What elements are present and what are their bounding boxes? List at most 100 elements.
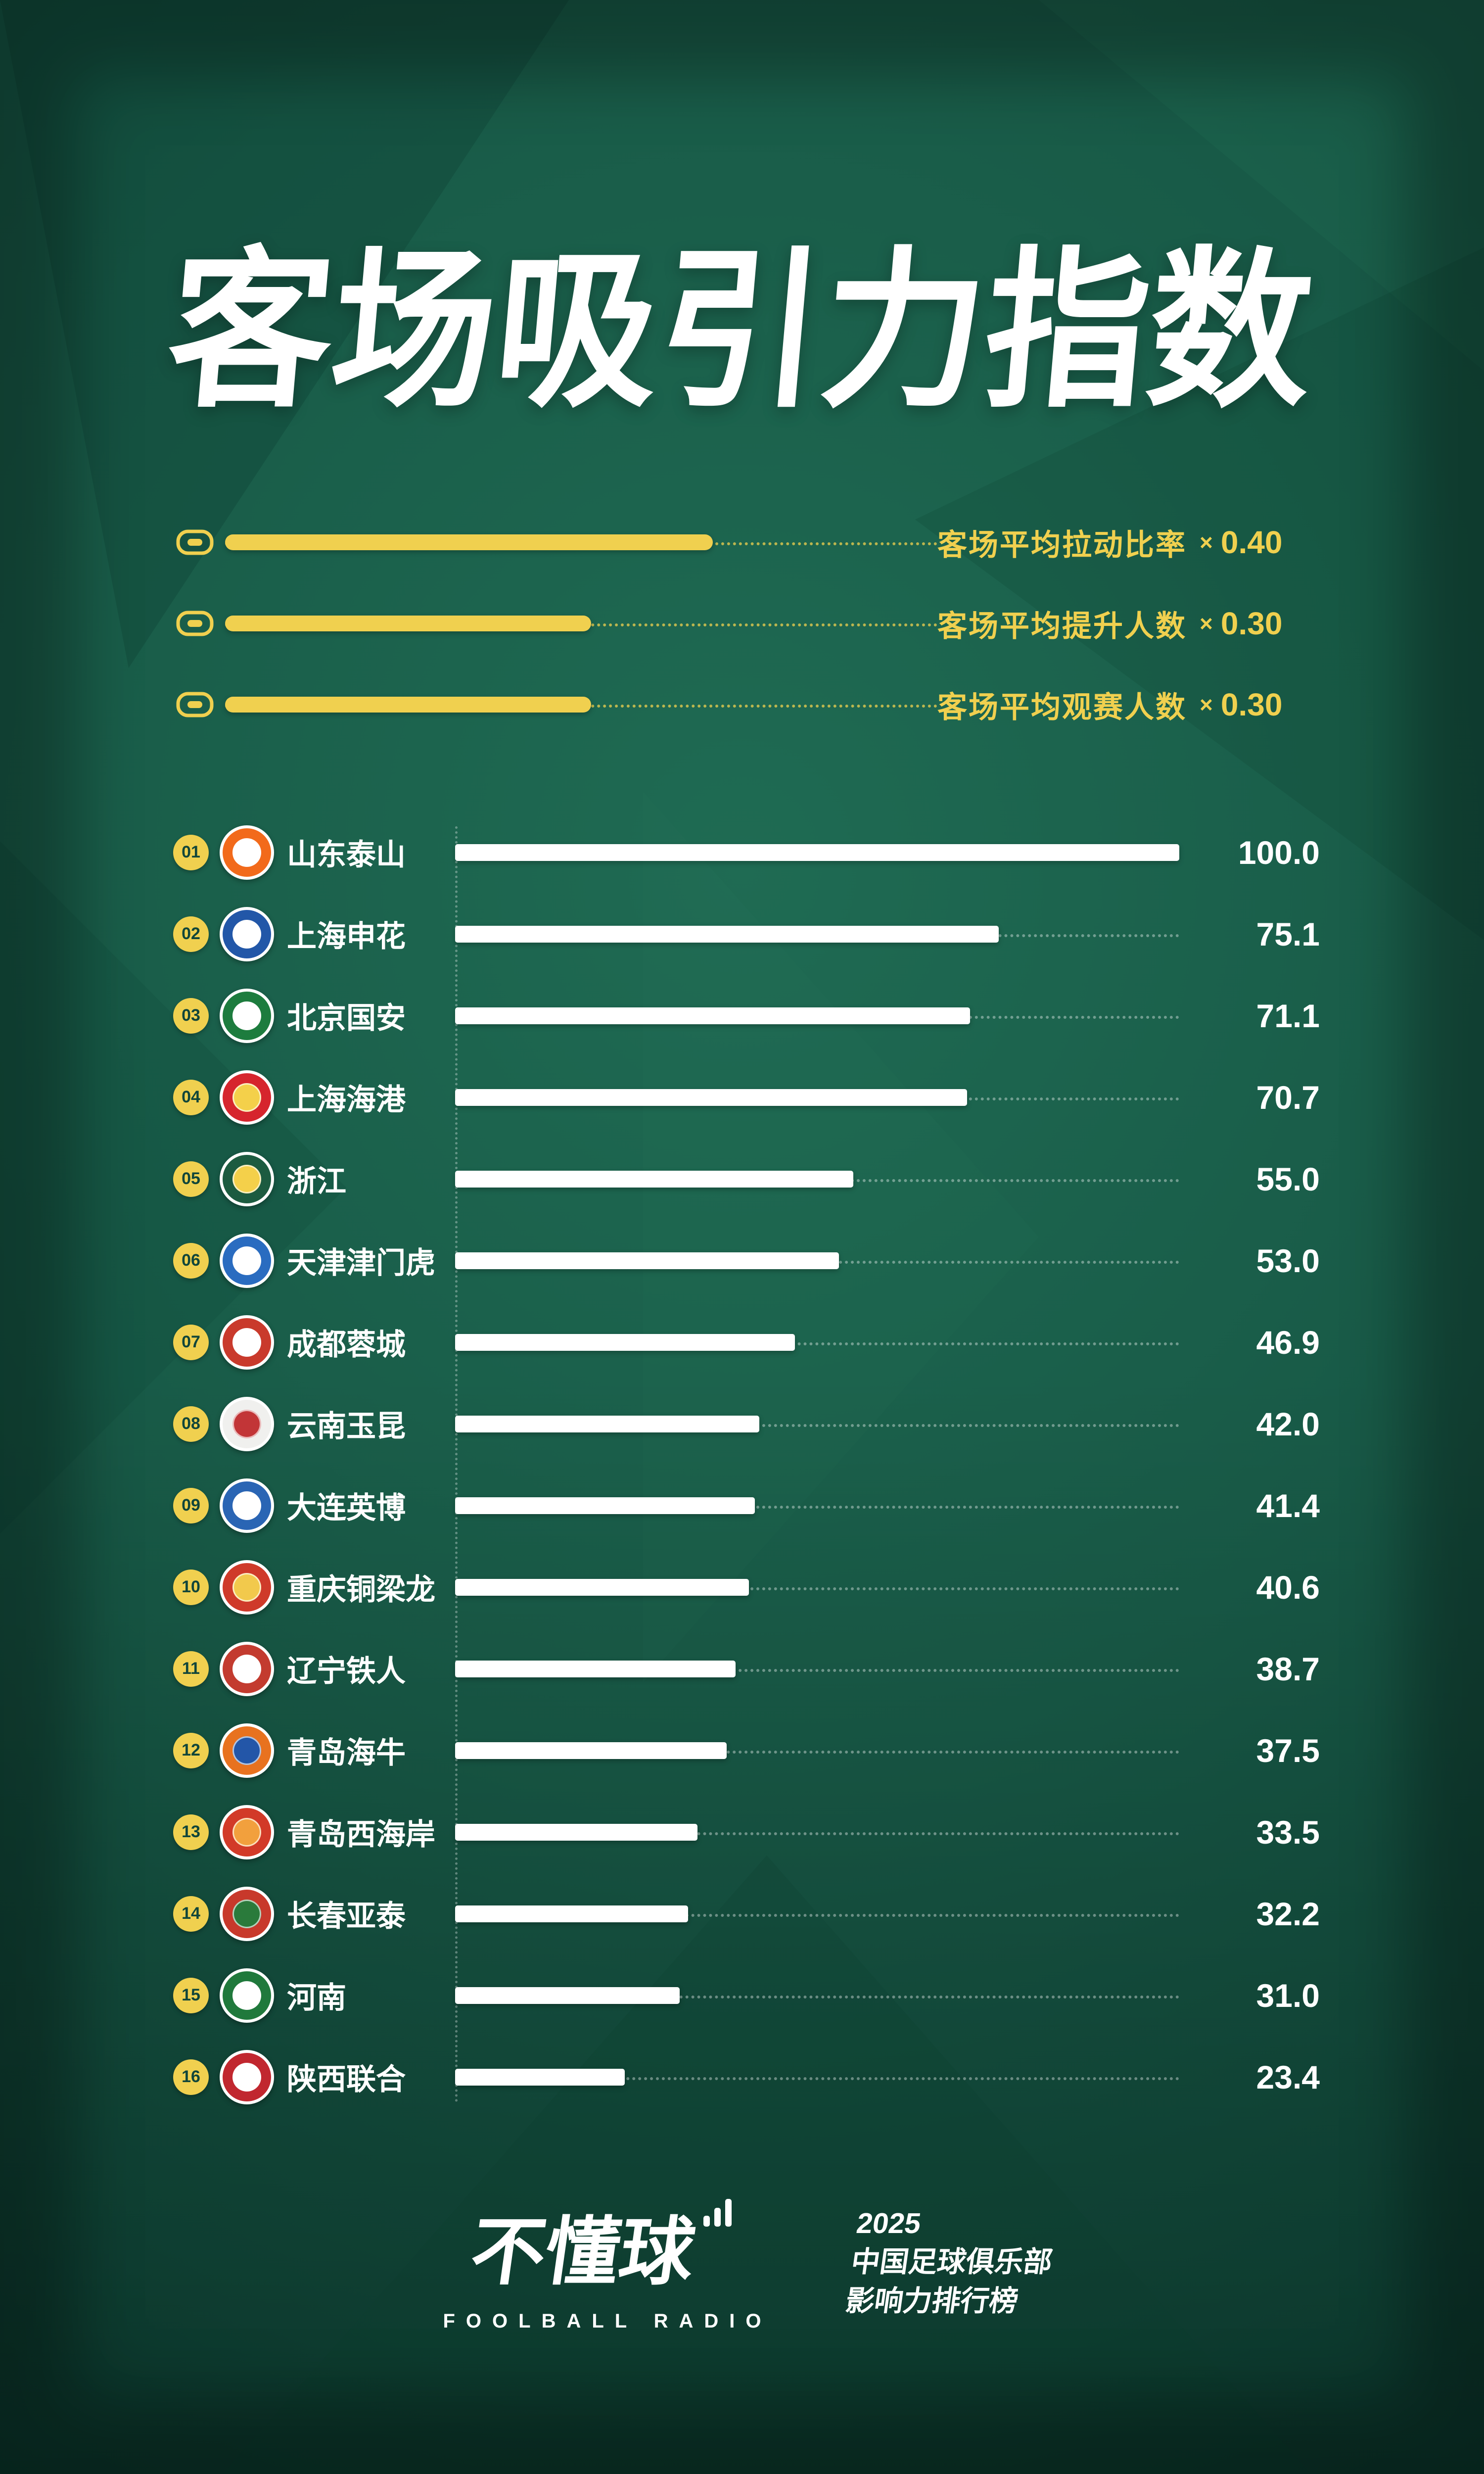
bar-dotted-line (455, 2077, 1179, 2080)
legend-row: 客场平均观赛人数 × 0.30 (176, 680, 1282, 729)
score-value: 23.4 (1256, 2058, 1320, 2095)
bar-dotted-line (455, 1913, 1179, 1917)
ranking-row: 05 浙江 55.0 (173, 1138, 1320, 1220)
score-bar (455, 1823, 698, 1841)
team-name: 青岛海牛 (287, 1736, 406, 1769)
rank-number: 04 (182, 1088, 200, 1106)
team-logo-core (232, 1083, 261, 1112)
bar-track (455, 1408, 1179, 1440)
score-value: 33.5 (1256, 1813, 1320, 1851)
score-bar (455, 1987, 680, 2004)
score-value: 40.6 (1256, 1569, 1320, 1606)
team-logo (220, 1805, 274, 1859)
team-logo-core (232, 1899, 261, 1928)
legend-bar (225, 534, 713, 550)
rank-badge: 16 (173, 2059, 209, 2095)
team-name: 重庆铜梁龙 (287, 1573, 435, 1606)
team-logo (220, 1560, 274, 1615)
legend-row: 客场平均提升人数 × 0.30 (176, 599, 1282, 648)
score-bar (455, 1660, 736, 1677)
rank-badge: 07 (173, 1324, 209, 1360)
team-logo-core (232, 1246, 261, 1275)
score-bar (455, 1089, 968, 1106)
ranking-row: 03 北京国安 71.1 (173, 975, 1320, 1056)
score-bar (455, 1497, 755, 1514)
footer-caption: 2025 中国足球俱乐部 影响力排行榜 (843, 2204, 1060, 2321)
team-name: 长春亚泰 (287, 1900, 406, 1933)
score-value: 31.0 (1256, 1977, 1320, 2014)
rank-number: 09 (182, 1496, 200, 1515)
ranking-row: 13 青岛西海岸 33.5 (173, 1791, 1320, 1873)
team-logo (220, 2049, 274, 2104)
footer-year: 2025 (854, 2207, 923, 2239)
ranking-row: 04 上海海港 70.7 (173, 1056, 1320, 1138)
ranking-row: 02 上海申花 75.1 (173, 893, 1320, 975)
legend-weight: 0.30 (1220, 687, 1283, 722)
rank-number: 06 (182, 1251, 200, 1270)
score-bar (455, 1742, 727, 1759)
rank-number: 08 (182, 1414, 200, 1433)
rank-number: 05 (182, 1169, 200, 1188)
score-value: 55.0 (1256, 1160, 1320, 1197)
bar-track (455, 1571, 1179, 1603)
ranking-row: 10 重庆铜梁龙 40.6 (173, 1546, 1320, 1628)
team-logo-core (232, 1817, 261, 1847)
rank-number: 01 (182, 843, 200, 861)
bar-dotted-line (455, 1668, 1179, 1672)
score-bar (455, 1905, 689, 1922)
rank-badge: 02 (173, 916, 209, 952)
score-value: 46.9 (1256, 1324, 1320, 1361)
signal-bars-icon (703, 2197, 732, 2227)
rank-badge: 01 (173, 834, 209, 870)
bar-track (455, 1327, 1179, 1358)
stadium-icon (176, 611, 214, 636)
score-value: 71.1 (1256, 997, 1320, 1034)
team-name: 大连英博 (287, 1491, 406, 1524)
team-logo (220, 988, 274, 1043)
score-bar (455, 1007, 970, 1024)
team-name: 浙江 (287, 1165, 346, 1198)
score-value: 37.5 (1256, 1732, 1320, 1769)
team-logo (220, 1233, 274, 1288)
ranking-row: 09 大连英博 41.4 (173, 1465, 1320, 1546)
legend-label: 客场平均观赛人数 (937, 690, 1187, 724)
team-logo (220, 825, 274, 880)
bar-dotted-line (455, 1832, 1179, 1835)
score-value: 41.4 (1256, 1487, 1320, 1524)
team-logo-core (232, 1491, 261, 1520)
bar-track (455, 1980, 1179, 2011)
team-name: 北京国安 (287, 1001, 406, 1035)
ranking-row: 15 河南 31.0 (173, 1954, 1320, 2036)
ranking-row: 01 山东泰山 100.0 (173, 811, 1320, 893)
brand-logo-text: 不懂球 (465, 2210, 700, 2293)
team-logo (220, 1396, 274, 1451)
team-name: 陕西联合 (287, 2063, 406, 2096)
team-name: 辽宁铁人 (287, 1655, 406, 1688)
rank-badge: 04 (173, 1079, 209, 1115)
rank-badge: 11 (173, 1651, 209, 1687)
team-logo (220, 1886, 274, 1941)
legend-multiplier: × (1200, 692, 1213, 717)
score-bar (455, 2068, 625, 2086)
team-logo (220, 906, 274, 961)
team-logo (220, 1315, 274, 1370)
team-logo-core (232, 1981, 261, 2010)
rank-badge: 05 (173, 1161, 209, 1197)
team-name: 上海海港 (287, 1083, 406, 1116)
score-bar (455, 1578, 749, 1596)
ranking-list: 01 山东泰山 100.0 02 上海申花 75.1 (173, 811, 1320, 2118)
score-bar (455, 1415, 759, 1432)
rank-badge: 06 (173, 1242, 209, 1279)
footer-caption-line1: 中国足球俱乐部 (849, 2245, 1055, 2278)
ranking-row: 14 长春亚泰 32.2 (173, 1873, 1320, 1954)
legend-multiplier: × (1200, 611, 1213, 636)
axis-dotted-line (455, 826, 458, 2103)
score-bar (455, 1170, 854, 1188)
legend-weight: 0.40 (1220, 524, 1283, 560)
legend-bar-track (225, 526, 937, 558)
rank-number: 10 (182, 1577, 200, 1596)
rank-number: 13 (182, 1822, 200, 1841)
legend: 客场平均拉动比率 × 0.40 客场平均提升人数 × 0.30 (176, 518, 1282, 729)
team-logo (220, 1070, 274, 1125)
ranking-row: 12 青岛海牛 37.5 (173, 1710, 1320, 1791)
